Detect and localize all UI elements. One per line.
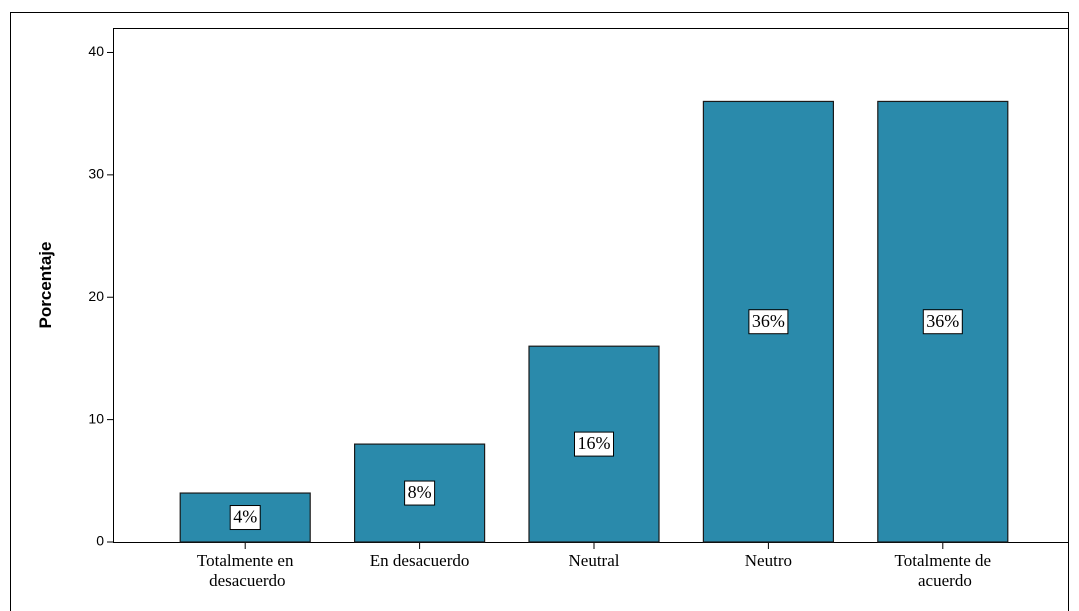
x-tick-label: Totalmente en desacuerdo <box>197 551 294 590</box>
value-label: 4% <box>233 507 257 527</box>
value-label-box <box>404 480 436 506</box>
value-label-box <box>229 505 261 531</box>
x-tick-label: En desacuerdo <box>370 551 470 570</box>
x-tick-label-line: Totalmente en <box>197 551 294 570</box>
x-tick-label-line: acuerdo <box>914 571 972 590</box>
x-tick-label-line: Neutral <box>569 551 620 570</box>
y-tick-label: 0 <box>96 533 104 549</box>
value-label-box <box>574 431 614 457</box>
y-tick-label: 30 <box>88 166 104 182</box>
value-label-box <box>922 309 963 335</box>
value-label: 36% <box>752 311 785 331</box>
y-tick-label: 10 <box>88 410 104 426</box>
value-label: 16% <box>578 433 611 453</box>
y-tick-label: 20 <box>88 288 104 304</box>
x-tick-label-line: En desacuerdo <box>370 551 470 570</box>
x-tick-label-line: Neutro <box>745 551 792 570</box>
y-axis-title: Porcentaje <box>36 242 55 329</box>
value-label-box <box>748 309 789 335</box>
x-tick-label: Totalmente de acuerdo <box>895 551 992 590</box>
value-label: 8% <box>408 482 432 502</box>
value-label: 36% <box>926 311 959 331</box>
x-tick-label: Neutral <box>569 551 620 570</box>
x-tick-label-line: desacuerdo <box>205 571 286 590</box>
y-tick-label: 40 <box>88 43 104 59</box>
x-tick-label-line: Totalmente de <box>895 551 992 570</box>
x-tick-label: Neutro <box>745 551 792 570</box>
